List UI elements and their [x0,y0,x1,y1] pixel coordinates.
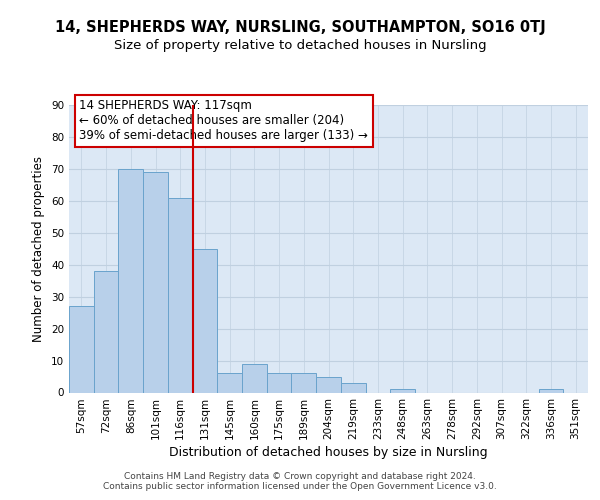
Bar [539,390,563,392]
X-axis label: Distribution of detached houses by size in Nursling: Distribution of detached houses by size … [169,446,488,460]
Bar [341,383,365,392]
Y-axis label: Number of detached properties: Number of detached properties [32,156,46,342]
Bar [267,374,292,392]
Bar [292,374,316,392]
Bar [390,390,415,392]
Text: 14, SHEPHERDS WAY, NURSLING, SOUTHAMPTON, SO16 0TJ: 14, SHEPHERDS WAY, NURSLING, SOUTHAMPTON… [55,20,545,35]
Bar [193,249,217,392]
Bar [143,172,168,392]
Bar [94,271,118,392]
Bar [316,376,341,392]
Bar [168,198,193,392]
Bar [69,306,94,392]
Bar [217,374,242,392]
Bar [242,364,267,392]
Text: Contains HM Land Registry data © Crown copyright and database right 2024.
Contai: Contains HM Land Registry data © Crown c… [103,472,497,491]
Text: 14 SHEPHERDS WAY: 117sqm
← 60% of detached houses are smaller (204)
39% of semi-: 14 SHEPHERDS WAY: 117sqm ← 60% of detach… [79,100,368,142]
Text: Size of property relative to detached houses in Nursling: Size of property relative to detached ho… [113,38,487,52]
Bar [118,169,143,392]
